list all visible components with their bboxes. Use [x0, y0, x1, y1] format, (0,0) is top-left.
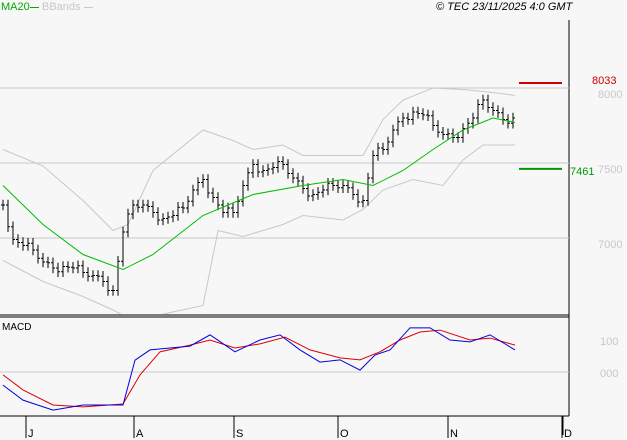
resistance-label: 8033	[592, 75, 616, 87]
macd-y-tick-label: 000	[600, 368, 618, 380]
x-tick-label: J	[28, 428, 34, 440]
legend-bbands-swatch	[84, 7, 93, 8]
y-tick-label: 7000	[598, 239, 622, 251]
macd-label: MACD	[2, 322, 32, 333]
macd-y-tick-label: 100	[600, 336, 618, 348]
x-tick-label: A	[136, 428, 144, 440]
bb-lower-line	[2, 144, 515, 314]
copyright: © TEC 23/11/2025 4:0 GMT	[436, 1, 573, 13]
support-label: 7461	[570, 166, 594, 178]
x-tick-label: D	[564, 428, 572, 440]
y-tick-label: 7500	[598, 164, 622, 176]
price-layer	[1, 87, 516, 314]
bb-upper-line	[2, 87, 516, 232]
legend-ma20-swatch	[30, 7, 39, 8]
ma20-line	[2, 117, 516, 271]
x-tick-label: O	[340, 428, 349, 440]
macd-line	[2, 327, 516, 411]
legend-bbands: BBands	[42, 1, 81, 13]
x-tick-label: N	[450, 428, 458, 440]
x-tick-label: S	[236, 428, 243, 440]
macd-signal-line	[2, 329, 516, 408]
legend-ma20: MA20	[1, 1, 30, 13]
y-tick-label: 8000	[598, 89, 622, 101]
